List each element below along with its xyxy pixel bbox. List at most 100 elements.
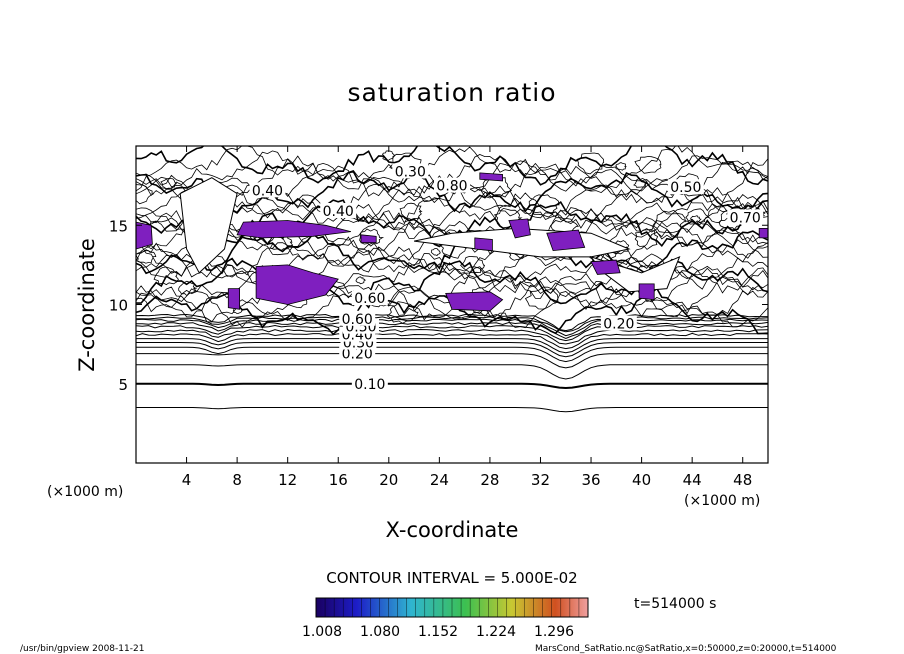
contour-label-bg	[320, 202, 357, 218]
contour-line	[136, 170, 768, 214]
contour-line	[136, 332, 768, 350]
contour-eddy	[690, 215, 702, 224]
contour-eddy	[460, 255, 486, 274]
saturated-region	[179, 177, 238, 274]
contour-line	[136, 328, 768, 345]
contour-eddy	[524, 286, 559, 310]
contour-eddy	[633, 177, 648, 188]
contour-eddy	[136, 184, 155, 205]
x-tick-label: 48	[733, 471, 752, 489]
contour-eddy	[652, 209, 686, 234]
contour-eddy	[136, 250, 157, 264]
x-tick-label: 16	[329, 471, 348, 489]
contour-label: 0.50	[670, 180, 701, 196]
contour-eddy	[685, 208, 710, 226]
contour-eddy	[381, 150, 396, 161]
colorbar-tick-label: 1.080	[360, 624, 400, 640]
contour-label: 0.40	[323, 204, 354, 220]
chart-title: saturation ratio	[347, 78, 556, 107]
contour-line	[136, 185, 768, 235]
footer-right: MarsCond_SatRatio.nc@SatRatio,x=0:50000,…	[535, 644, 837, 654]
y-axis-label: Z-coordinate	[75, 238, 99, 372]
x-tick-label: 44	[683, 471, 702, 489]
colorbar-tick-label: 1.224	[476, 624, 516, 640]
contour-label-bg	[249, 182, 286, 198]
contour-label-bg	[351, 290, 388, 306]
contour-eddy	[634, 229, 659, 250]
contour-line	[136, 283, 768, 329]
x-tick-label: 20	[379, 471, 398, 489]
contour-eddy	[430, 247, 441, 257]
supersaturated-region	[236, 220, 351, 239]
contour-labels: 0.100.200.300.400.500.600.400.300.400.60…	[249, 163, 764, 393]
contour-eddy	[160, 177, 178, 190]
contour-label-bg	[392, 163, 429, 179]
contour-label-bg	[434, 177, 470, 193]
x-tick-label: 32	[531, 471, 550, 489]
footer-left: /usr/bin/gpview 2008-11-21	[20, 644, 144, 654]
x-tick-label: 4	[182, 471, 192, 489]
x-tick-label: 28	[480, 471, 499, 489]
supersaturated-region	[474, 237, 493, 252]
contour-line	[136, 318, 768, 337]
colorbar-ticks: 1.008 1.080 1.152 1.224 1.296	[302, 598, 580, 640]
x-tick-label: 8	[232, 471, 242, 489]
x-tick-label: 36	[581, 471, 600, 489]
contour-eddy	[615, 162, 627, 171]
contour-eddy	[576, 152, 605, 175]
contour-label: 0.60	[342, 312, 373, 328]
x-tick-label: 24	[430, 471, 449, 489]
contour-eddy	[355, 276, 367, 285]
colorbar-tick-label: 1.008	[302, 624, 342, 640]
contour-line	[136, 353, 768, 369]
contour-eddy	[386, 301, 419, 324]
contour-line	[136, 342, 768, 358]
x-tick-label: 12	[278, 471, 297, 489]
contour-label: 0.40	[252, 183, 283, 199]
contour-eddy	[399, 202, 423, 220]
contour-label-bg	[667, 179, 704, 195]
supersaturated-region	[479, 172, 503, 182]
supersaturated-region	[136, 221, 153, 250]
supersaturated-region	[227, 288, 240, 310]
contour-line	[136, 324, 768, 342]
contour-label: 0.70	[730, 210, 761, 226]
contour-line	[136, 146, 768, 186]
contour-eddy	[526, 194, 560, 218]
y-tick-label: 10	[109, 297, 128, 315]
contour-eddy	[359, 228, 385, 247]
supersaturation-fill	[136, 172, 768, 312]
contour-label: 0.30	[395, 164, 426, 180]
x-axis: 4 8 12 16 20 24 28 32 36 40 44 48	[182, 146, 752, 489]
contour-line	[136, 192, 768, 239]
supersaturated-region	[758, 228, 768, 239]
y-tick-label: 15	[109, 217, 128, 235]
contour-interval: CONTOUR INTERVAL = 5.000E-02	[326, 569, 577, 587]
x-unit-right: (×1000 m)	[684, 493, 760, 509]
contour-label: 0.60	[354, 291, 385, 307]
contour-label-bg	[727, 209, 764, 225]
contour-eddy	[178, 280, 198, 297]
contour-eddy	[707, 205, 731, 224]
supersaturated-region	[255, 264, 339, 305]
x-axis-label: X-coordinate	[386, 518, 519, 542]
supersaturated-region	[360, 234, 377, 244]
contour-line	[136, 150, 768, 197]
contour-label: 0.20	[603, 317, 634, 333]
contour-label: 0.10	[354, 377, 385, 393]
supersaturated-region	[638, 283, 655, 301]
contour-label: 0.80	[436, 179, 467, 195]
contour-label-bg	[339, 310, 376, 326]
contour-lines	[136, 146, 768, 413]
contour-line	[136, 338, 768, 354]
colorbar-tick-label: 1.296	[534, 624, 574, 640]
contour-label-bg	[351, 375, 388, 391]
contour-line	[136, 182, 768, 229]
colorbar-tick-label: 1.152	[418, 624, 458, 640]
contour-line	[136, 382, 768, 390]
contour-line	[136, 313, 768, 332]
contour-label: 0.20	[342, 347, 373, 363]
supersaturated-region	[508, 218, 531, 239]
contour-eddy	[153, 266, 179, 286]
